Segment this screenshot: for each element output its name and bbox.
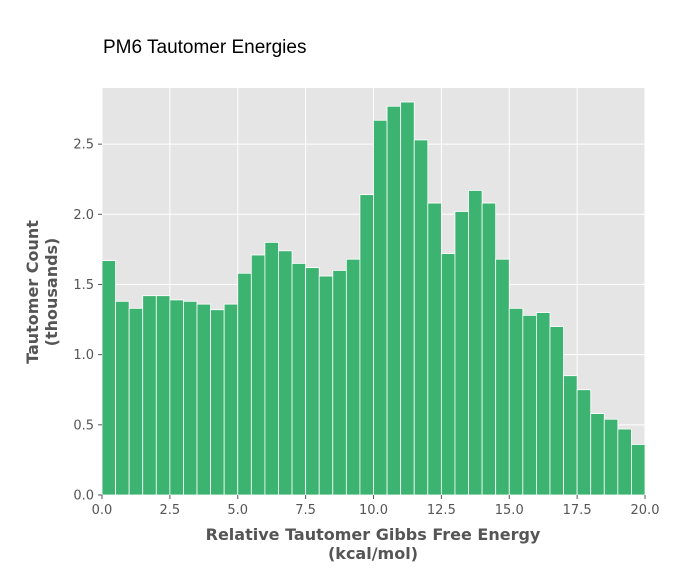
histogram-bar [210,309,225,496]
histogram-bar [291,263,307,496]
y-tick-label: 2.5 [73,138,94,153]
x-tick-label: 5.0 [227,503,248,518]
x-tick-label: 15.0 [495,503,524,518]
x-axis-ticks: 0.0 2.5 5.0 7.5 10.0 12.5 15.0 17.5 20.0 [92,495,660,518]
histogram-bar [468,190,483,496]
histogram-bar [576,389,592,496]
histogram-bar [536,312,551,496]
histogram-bar [115,300,130,496]
histogram-bar [400,101,415,496]
y-tick-label: 1.0 [73,348,94,363]
x-tick-label: 0.0 [92,503,113,518]
x-axis-label-units: (kcal/mol) [328,544,418,563]
chart-title: PM6 Tautomer Energies [103,37,306,58]
y-axis-ticks: 0.0 0.5 1.0 1.5 2.0 2.5 [73,138,102,504]
histogram-bar [196,303,211,496]
x-axis-label: Relative Tautomer Gibbs Free Energy [206,525,541,544]
x-tick-label: 20.0 [631,503,660,518]
histogram-bar [359,194,374,496]
histogram-bar [169,299,184,496]
histogram-bar [373,119,388,496]
histogram-bar [481,202,497,496]
histogram-bar [454,211,469,496]
x-tick-label: 7.5 [295,503,316,518]
x-tick-label: 10.0 [359,503,388,518]
histogram-bar [617,428,632,496]
histogram-bar [101,260,116,496]
histogram-bar [278,250,293,496]
histogram-bar [603,418,619,496]
histogram-bar [427,202,442,496]
histogram-bar [590,413,605,496]
histogram-bar [508,307,524,496]
histogram-bar [250,254,266,496]
y-tick-label: 0.5 [73,418,94,433]
histogram-bar [440,253,456,496]
histogram-bar [549,326,564,496]
histogram-bar [522,314,537,496]
histogram-bar [332,270,347,496]
histogram-bar [413,139,429,496]
y-axis-label: Tautomer Count [23,220,42,364]
bars [101,101,646,496]
histogram-bar [631,444,646,496]
y-tick-label: 2.0 [73,208,94,223]
y-tick-label: 0.0 [73,489,94,504]
x-tick-label: 12.5 [427,503,456,518]
histogram-bar [237,272,252,496]
histogram-bar [563,375,578,496]
histogram-bar [223,303,239,496]
histogram-bar [155,295,171,496]
histogram-bar [128,307,144,496]
histogram-bar [183,300,198,496]
x-tick-label: 17.5 [563,503,592,518]
y-tick-label: 1.5 [73,278,94,293]
histogram-bar [318,275,334,496]
x-tick-label: 2.5 [160,503,181,518]
histogram-bar [495,258,510,496]
y-axis-label-units: (thousands) [42,238,61,347]
histogram-bar [345,258,361,496]
histogram-bar [305,267,320,496]
histogram-bar [386,105,402,496]
histogram-bar [142,295,157,496]
histogram-bar [264,241,279,496]
